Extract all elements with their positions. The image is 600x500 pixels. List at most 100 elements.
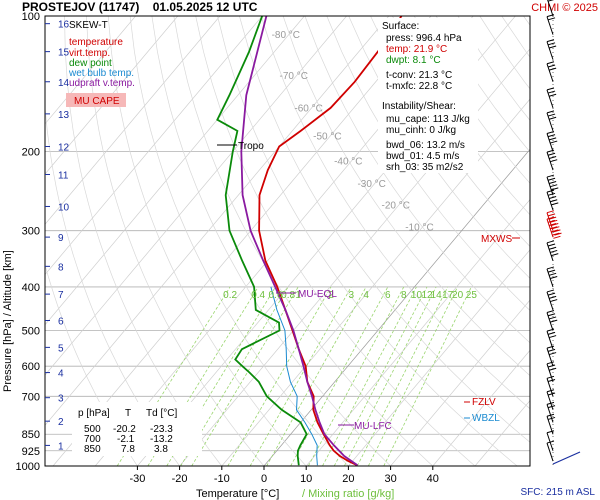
wind-barb-flag [551,223,559,226]
mixing-ratio-label: 8 [401,290,407,301]
wind-barb-flag [546,240,555,244]
wind-barb-staff [546,242,554,261]
mixing-ratio-line [367,286,458,466]
wind-barb-staff [546,378,554,397]
wind-barb-flag [547,42,556,46]
dry-adiabat [239,16,530,443]
isotherm-line [45,16,221,225]
altitude-tick-label: 15 [58,48,70,59]
legend-item-dew-point: dew point [69,58,112,69]
mixing-ratio-line [290,286,389,466]
wind-barb-flag [549,246,557,250]
mixing-ratio-label: 0.4 [251,290,265,301]
wind-barb-flag [546,430,555,434]
wind-barb-flag [547,331,556,335]
wind-barb-staff [546,63,554,82]
wind-barb-staff [546,176,554,196]
mixing-ratio-line [322,286,417,466]
wind-barb-staff [546,16,554,35]
table-cell: -13.2 [150,434,173,445]
wind-barb-staff [546,112,554,132]
dry-adiabat [260,16,530,410]
pressure-tick-label: 1000 [16,461,40,473]
altitude-tick-label: 14 [58,78,70,89]
wind-barb-flag [550,184,558,188]
mu-cape-badge: MU CAPE [74,96,120,107]
srh-03-value: srh_03: 35 m2/s2 [386,162,464,173]
wind-barb-staff [546,432,554,451]
wind-barb-flag [549,156,557,159]
wind-barb-flag [546,389,555,393]
isotherm-line [45,16,305,326]
legend-item-temperature: temperature [69,37,123,48]
wind-barb-flag [547,0,555,2]
mu-cinh-value: mu_cinh: 0 J/kg [386,125,456,136]
wind-barb-flag [550,219,558,223]
wind-barb-staff [546,89,554,109]
mixing-ratio-line [249,286,352,466]
wind-barb-flag [546,39,555,43]
wind-barb-flag [547,192,556,196]
pressure-tick-label: 200 [22,146,40,158]
wind-barb-flag [546,375,555,379]
isotherm-line [305,199,530,466]
altitude-tick-label: 2 [58,417,64,428]
wind-barb-flag [549,272,557,276]
sounding-series [216,16,403,466]
wind-barb-flag [546,61,555,65]
altitude-tick-label: 6 [58,317,64,328]
isotherm-line [45,16,179,175]
pressure-tick-label: 300 [22,226,40,238]
pressure-tick-label: 500 [22,326,40,338]
altitude-tick-label: 16 [58,20,70,31]
wind-barb-staff [546,41,554,60]
mixing-ratio-label: 14 [431,290,443,301]
mu-cape-badge-bg [66,93,126,107]
altitude-tick-label: 4 [58,369,64,380]
dry-adiabat [107,16,307,466]
updraft-line [240,16,359,466]
wind-barb-flag [546,345,555,349]
temperature-tick-label: -10 [214,473,230,485]
altitude-tick-label: 10 [58,202,70,213]
wind-barb-flag [546,361,555,365]
isotherm-line [45,16,347,376]
wind-barb-flag [553,229,561,233]
mixing-ratio-label: 0.2 [223,290,237,301]
wind-barb-flag [554,232,562,236]
fzlv-label: FZLV [472,397,496,408]
mixing-ratio-label: 6 [385,290,391,301]
wind-barb-flag [549,137,557,141]
isotherm-label: -40 °C [334,157,362,168]
level-table-bg [72,402,202,456]
tropo-label: Tropo [238,141,264,152]
isotherm-line [45,16,390,426]
mixing-ratio-label: 2 [328,290,334,301]
isotherm-line [45,16,263,276]
altitude-tick-label: 12 [58,143,70,154]
wind-barb-staff [546,312,554,331]
dry-adiabat [129,16,349,466]
mxws-label: MXWS [481,234,512,245]
altitude-tick-label: 3 [58,394,64,405]
t-conv: t-conv: 21.3 °C [386,70,452,81]
wind-barb-flag [547,364,556,368]
wind-barb-staff [546,391,554,410]
pressure-tick-label: 400 [22,282,40,294]
table-cell: 850 [84,444,101,455]
x-axis-title-mixing: / Mixing ratio [g/kg] [302,488,394,500]
mixing-ratio-label: 1 [295,290,301,301]
surface-title: Surface: [382,21,419,32]
pressure-tick-label: 600 [22,361,40,373]
isotherm-label: -60 °C [294,103,322,114]
wind-barb-flag [549,67,557,71]
surface-wind-barb [552,451,581,465]
isotherm-label: -70 °C [279,71,307,82]
wind-barb-flag [550,299,558,303]
wind-barb-flag [550,226,558,230]
table-cell: -23.3 [150,424,173,435]
t-mxfc: t-mxfc: 22.8 °C [386,81,452,92]
wind-barb-flag [546,110,555,114]
wind-barb-flag [547,213,556,217]
legend-item-updraft: udpraft v.temp. [69,78,135,89]
